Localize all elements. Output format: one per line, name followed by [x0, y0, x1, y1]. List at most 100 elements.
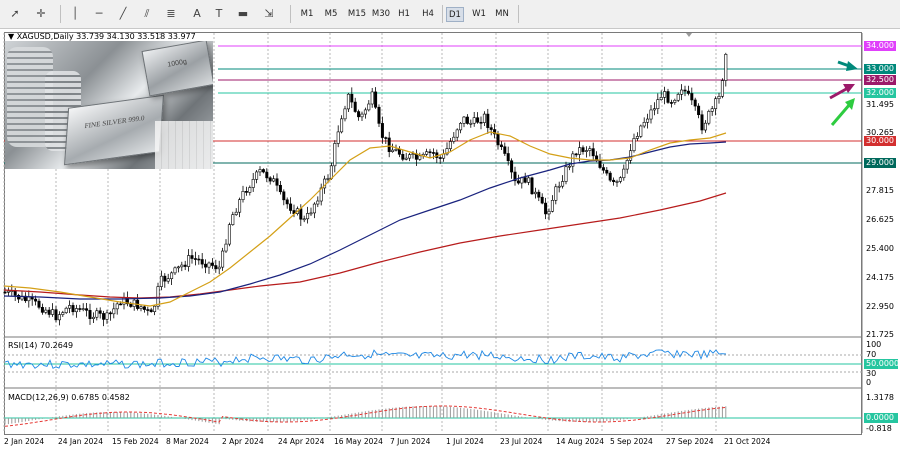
candle-body: [190, 255, 194, 259]
arrows-dropdown-icon[interactable]: ⇲: [264, 7, 274, 20]
toolbar-separator: [290, 5, 291, 23]
chart-paper: [155, 121, 213, 169]
candle-body: [418, 155, 422, 160]
trendline-icon[interactable]: ╱: [119, 7, 127, 20]
candle-body: [183, 264, 187, 267]
collapse-triangle-icon[interactable]: ▼: [8, 32, 15, 41]
horizontal-line-icon[interactable]: ─: [95, 7, 103, 20]
date-axis-label: 24 Jan 2024: [58, 437, 103, 446]
candle-body: [61, 312, 65, 315]
candle-body: [476, 117, 480, 123]
level-tag-32-5: 32.500: [864, 75, 896, 85]
fibonacci-icon[interactable]: ≣: [166, 7, 176, 20]
candle-body: [714, 98, 718, 109]
candle-body: [282, 191, 286, 201]
candle-body: [459, 123, 463, 131]
date-axis-label: 21 Oct 2024: [724, 437, 771, 446]
candle-body: [370, 91, 374, 105]
timeframe-w1[interactable]: W1: [472, 9, 486, 19]
rsi-title: RSI(14) 70.2649: [8, 341, 74, 350]
crosshair-icon[interactable]: ✛: [36, 7, 46, 20]
candle-body: [170, 272, 174, 280]
candle-body: [227, 224, 231, 245]
candle-body: [646, 118, 650, 123]
candle-body: [51, 309, 55, 315]
timeframe-m5[interactable]: M5: [324, 9, 338, 19]
candle-body: [465, 116, 469, 124]
date-axis-label: 16 May 2024: [334, 437, 383, 446]
candle-body: [408, 154, 412, 159]
candle-body: [717, 96, 721, 100]
candle-body: [289, 203, 293, 211]
price-axis-label: 30.265: [866, 128, 894, 137]
candle-body: [139, 306, 143, 309]
candle-body: [557, 185, 561, 188]
candle-body: [448, 141, 452, 149]
candle-body: [173, 267, 177, 274]
rsi-tick: 30: [866, 369, 877, 378]
timeframe-m15[interactable]: M15: [347, 9, 367, 19]
vertical-line-icon[interactable]: │: [71, 7, 79, 20]
candle-body: [272, 178, 276, 182]
date-axis-label: 1 Jul 2024: [446, 437, 484, 446]
timeframe-m30[interactable]: M30: [371, 9, 391, 19]
candle-body: [693, 99, 697, 107]
scroll-marker-icon: [686, 33, 692, 37]
candle-body: [180, 264, 184, 268]
timeframe-mn[interactable]: MN: [495, 9, 509, 19]
candle-body: [639, 125, 643, 137]
candle-body: [142, 306, 146, 310]
candle-body: [214, 265, 218, 270]
candle-body: [605, 169, 609, 174]
timeframe-d1[interactable]: D1: [446, 7, 464, 22]
candle-body: [329, 165, 333, 179]
date-axis-label: 23 Jul 2024: [500, 437, 543, 446]
candle-body: [710, 108, 714, 112]
timeframe-h1[interactable]: H1: [398, 9, 410, 19]
candle-body: [241, 191, 245, 200]
candle-body: [302, 218, 306, 221]
candle-body: [608, 172, 612, 181]
candle-body: [649, 109, 653, 120]
candle-body: [278, 184, 282, 193]
candle-body: [683, 89, 687, 92]
timeframe-h4[interactable]: H4: [422, 9, 434, 19]
cursor-icon[interactable]: ➚: [10, 7, 20, 20]
silver-bars-thumbnail: FINE SILVER 999.0 1000g: [5, 41, 213, 169]
date-axis-label: 14 Aug 2024: [556, 437, 605, 446]
teal-arrow-icon: [837, 60, 858, 71]
candle-body: [411, 153, 415, 156]
candle-body: [659, 97, 663, 100]
candle-body: [720, 80, 724, 97]
ma-mid-line: [3, 141, 727, 300]
candle-body: [635, 136, 639, 139]
date-axis: 2 Jan 2024 24 Jan 2024 15 Feb 2024 8 Mar 20…: [0, 437, 862, 451]
level-tag-29: 29.000: [864, 158, 896, 168]
candle-body: [13, 290, 17, 296]
label-icon[interactable]: T: [215, 7, 223, 20]
toolbar-separator: [442, 5, 443, 23]
candle-body: [231, 214, 235, 225]
shapes-icon[interactable]: ▬: [237, 7, 249, 20]
candle-body: [95, 310, 99, 318]
price-axis-label: 26.625: [866, 215, 894, 224]
candle-body: [299, 208, 303, 220]
candle-body: [78, 308, 82, 310]
candle-body: [248, 187, 252, 193]
date-axis-label: 24 Apr 2024: [278, 437, 325, 446]
candle-body: [547, 210, 551, 215]
text-icon[interactable]: A: [193, 7, 201, 20]
channel-icon[interactable]: ⫽: [144, 7, 150, 20]
candle-body: [703, 122, 707, 131]
candle-body: [312, 203, 316, 214]
timeframe-m1[interactable]: M1: [300, 9, 314, 19]
candle-body: [707, 111, 711, 124]
candle-body: [676, 94, 680, 101]
candle-body: [663, 91, 667, 98]
candle-body: [479, 121, 483, 124]
candle-body: [629, 150, 633, 161]
candle-body: [309, 212, 313, 215]
candle-body: [520, 177, 524, 184]
candle-body: [377, 106, 381, 124]
